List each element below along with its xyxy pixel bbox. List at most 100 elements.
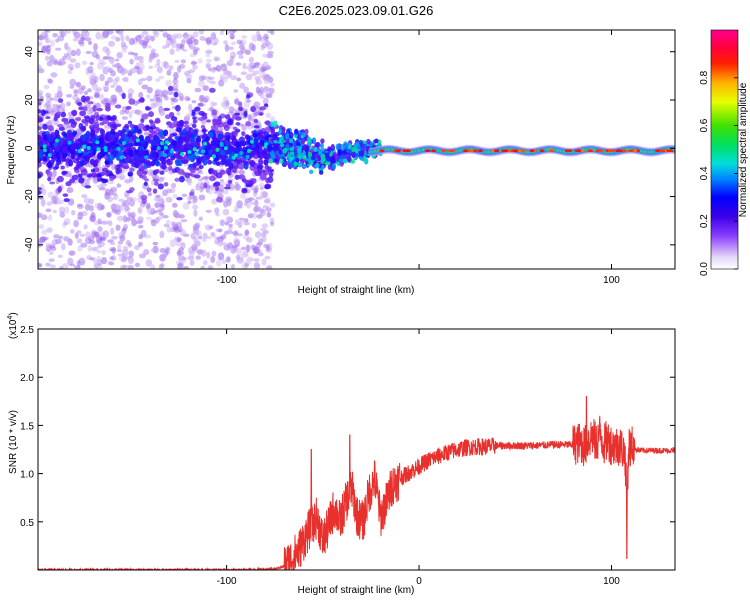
spectrogram-y-ticks: -40 -20 0 20 40 [24, 46, 675, 252]
heatmap-cell [248, 62, 255, 68]
heatmap-cell [208, 143, 213, 151]
heatmap-cell [113, 137, 119, 144]
heatmap-cell [233, 89, 238, 93]
heatmap-cell [244, 134, 250, 140]
heatmap-cell [168, 65, 174, 71]
heatmap-cell [109, 135, 115, 143]
heatmap-cell [134, 245, 140, 251]
heatmap-cell [200, 265, 206, 269]
heatmap-cell [127, 171, 134, 177]
heatmap-cell [159, 170, 165, 175]
heatmap-cell [176, 237, 182, 243]
heatmap-cell [176, 33, 183, 39]
heatmap-cell [253, 146, 259, 153]
heatmap-cell [169, 48, 175, 55]
heatmap-cell [231, 164, 239, 170]
heatmap-cell [38, 101, 42, 106]
heatmap-cell [269, 202, 276, 208]
heatmap-cell [48, 258, 55, 263]
heatmap-cell [38, 212, 43, 216]
heatmap-cell [58, 206, 66, 214]
heatmap-cell [307, 151, 313, 158]
heatmap-cell [215, 186, 220, 192]
heatmap-cell [155, 127, 160, 132]
y-tick-label: -20 [24, 189, 35, 204]
heatmap-cell [189, 259, 195, 266]
heatmap-cell [63, 198, 70, 203]
heatmap-cell [201, 237, 207, 243]
heatmap-cell [198, 164, 204, 169]
heatmap-cell [228, 223, 233, 227]
heatmap-cell [219, 179, 224, 183]
heatmap-cell [539, 149, 545, 152]
heatmap-cell [285, 143, 290, 150]
heatmap-cell [330, 144, 335, 151]
heatmap-cell [264, 255, 271, 260]
heatmap-cell [46, 44, 51, 48]
heatmap-cell [101, 167, 109, 173]
heatmap-cell [262, 61, 269, 69]
heatmap-cell [295, 157, 300, 163]
heatmap-cell [53, 59, 58, 66]
heatmap-cell [260, 232, 267, 237]
x-tick-label: -100 [217, 576, 237, 587]
heatmap-cell [171, 202, 178, 208]
heatmap-cell [40, 214, 48, 221]
heatmap-cell [225, 74, 232, 79]
heatmap-cell [191, 112, 196, 117]
heatmap-cell [263, 85, 269, 94]
heatmap-cell [137, 216, 144, 223]
heatmap-cell [76, 238, 83, 244]
heatmap-cell [94, 232, 100, 238]
heatmap-cell [250, 159, 255, 168]
heatmap-cell [632, 149, 638, 152]
heatmap-cell [289, 151, 295, 156]
heatmap-cell [236, 77, 242, 82]
heatmap-cell [154, 196, 160, 202]
heatmap-cell [80, 85, 86, 91]
heatmap-cell [81, 30, 88, 34]
heatmap-cell [207, 159, 213, 165]
heatmap-cell [96, 107, 103, 112]
heatmap-cell [128, 111, 133, 119]
heatmap-cell [198, 94, 204, 102]
heatmap-cell [40, 183, 45, 192]
heatmap-cell [58, 235, 63, 240]
heatmap-cell [43, 84, 50, 90]
heatmap-cell [47, 176, 52, 182]
heatmap-cell [205, 58, 213, 63]
heatmap-cell [182, 172, 188, 176]
heatmap-cell [107, 239, 114, 243]
heatmap-cell [77, 137, 83, 143]
heatmap-cell [115, 85, 121, 92]
heatmap-cell [42, 148, 47, 153]
heatmap-cell [132, 156, 138, 165]
heatmap-cell [95, 140, 100, 145]
heatmap-cell [84, 203, 91, 211]
heatmap-cell [344, 142, 349, 149]
heatmap-cell [223, 124, 230, 132]
heatmap-cell [121, 92, 126, 100]
heatmap-cell [206, 251, 211, 259]
heatmap-cell [230, 75, 238, 81]
heatmap-cell [109, 241, 116, 246]
heatmap-cell [264, 153, 270, 159]
heatmap-cell [166, 188, 172, 194]
heatmap-cell [242, 146, 247, 153]
heatmap-cell [63, 236, 70, 242]
heatmap-cell [191, 199, 197, 205]
heatmap-cell [41, 45, 47, 53]
heatmap-cell [171, 139, 177, 146]
heatmap-cell [67, 257, 74, 266]
heatmap-cell [190, 174, 196, 178]
heatmap-cell [97, 218, 102, 225]
heatmap-cell [159, 230, 165, 239]
spectrogram-heatmap [38, 30, 675, 269]
y-tick-label: 2.0 [20, 373, 34, 384]
heatmap-cell [152, 188, 158, 194]
heatmap-cell [84, 185, 92, 189]
heatmap-cell [197, 80, 205, 88]
x-tick-label: -100 [217, 275, 237, 286]
heatmap-cell [226, 158, 232, 166]
heatmap-cell [205, 235, 212, 240]
